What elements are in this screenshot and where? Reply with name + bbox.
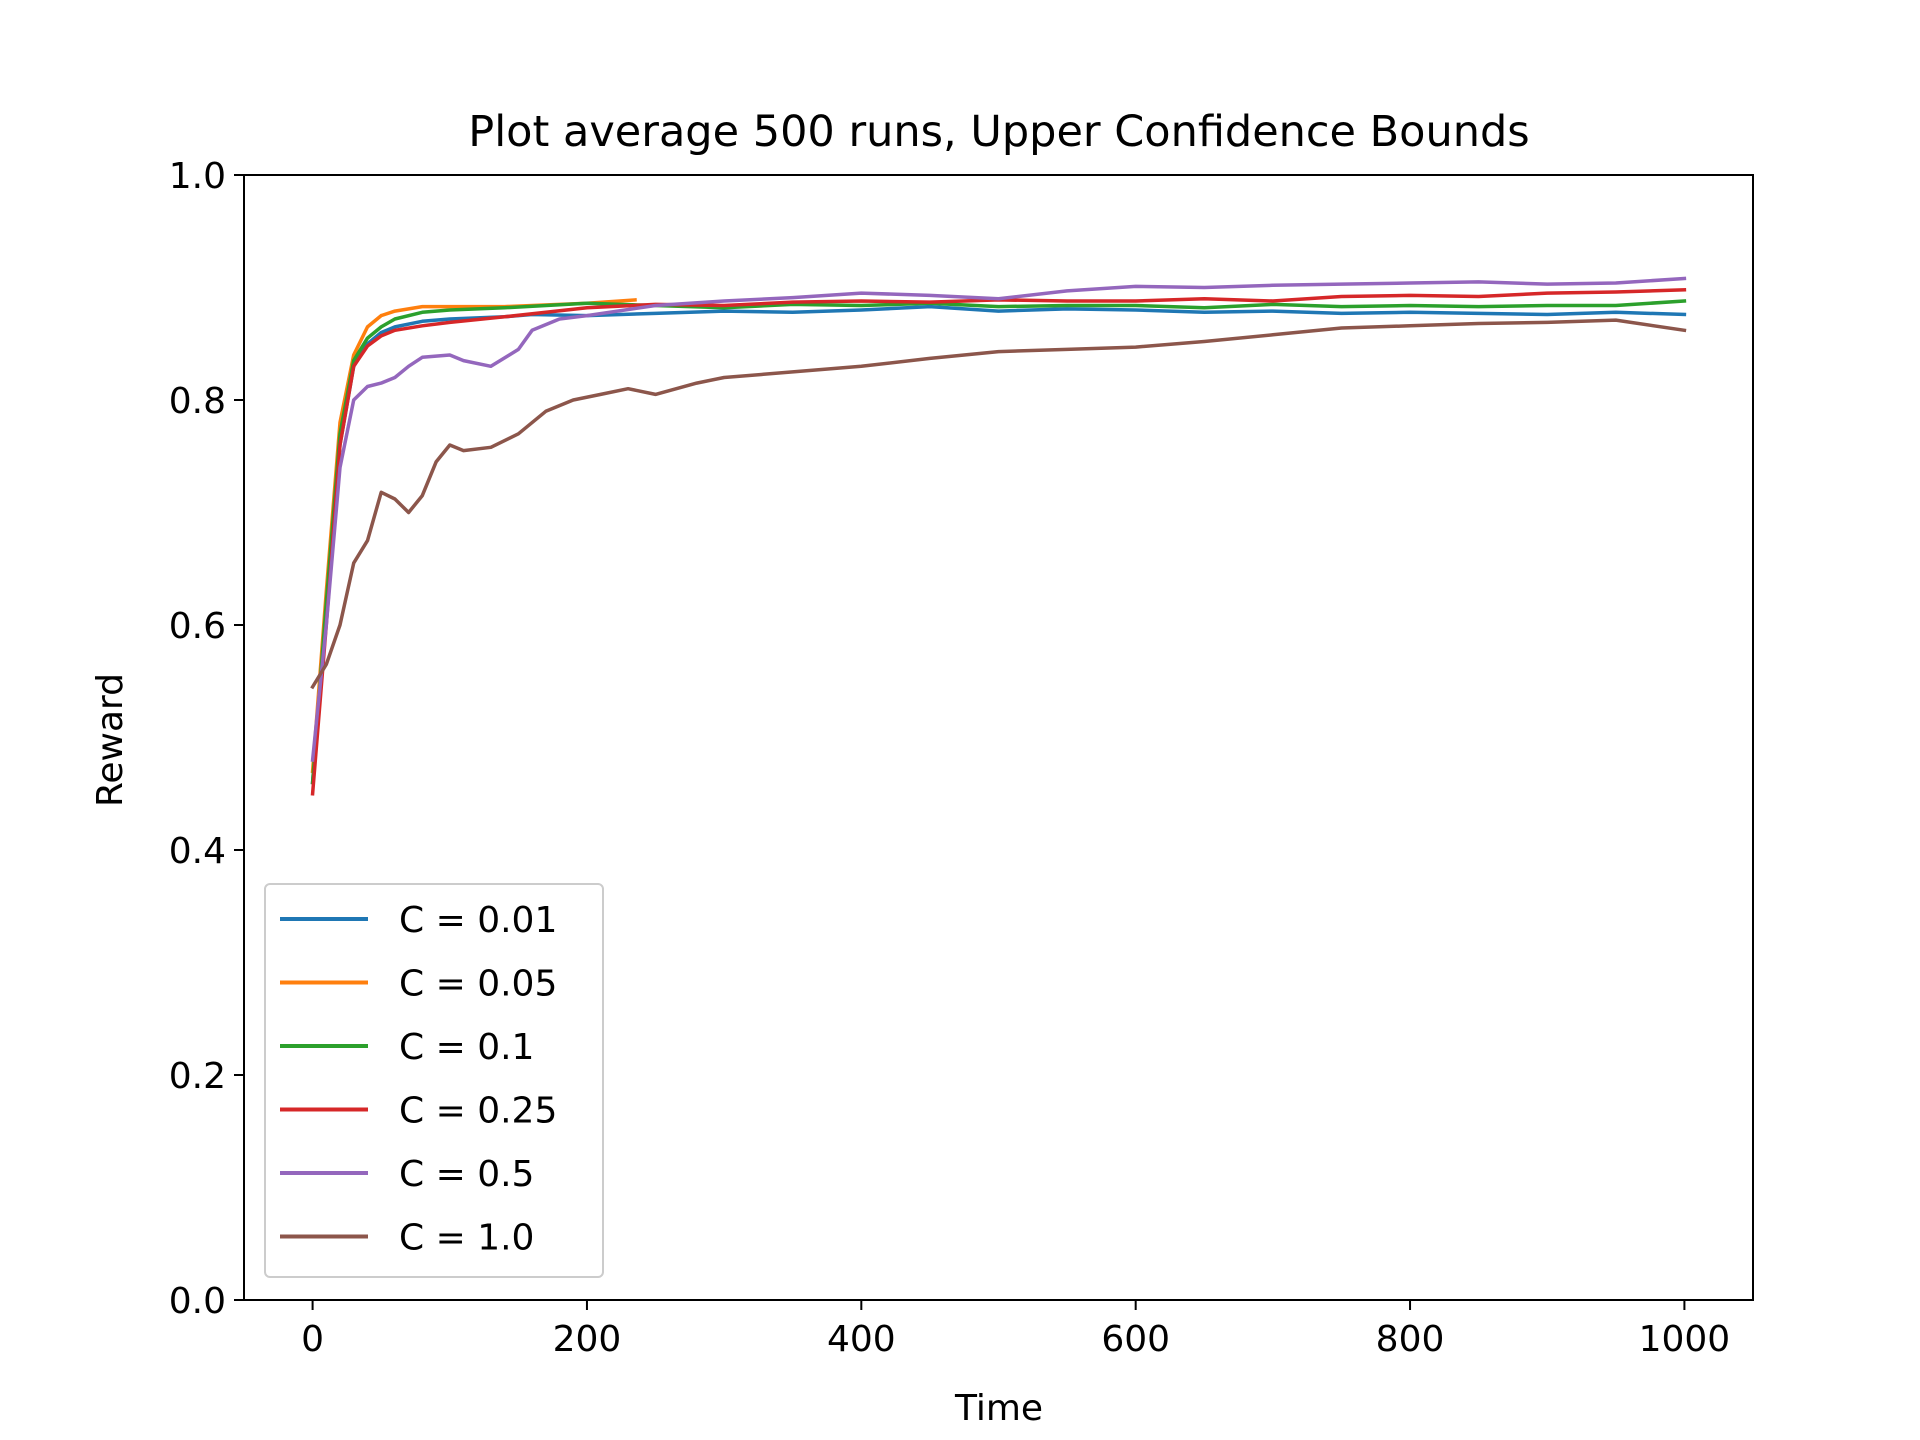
- y-tick-label: 0.0: [169, 1281, 226, 1322]
- legend-label-0: C = 0.01: [399, 900, 557, 941]
- x-tick-label: 200: [553, 1319, 622, 1360]
- series-line-2: [310, 299, 1687, 785]
- plot-lines: [310, 276, 1687, 796]
- y-tick-label: 0.6: [169, 606, 226, 647]
- chart-title: Plot average 500 runs, Upper Confidence …: [468, 107, 1529, 157]
- legend-label-5: C = 1.0: [399, 1218, 534, 1259]
- legend-label-3: C = 0.25: [399, 1091, 557, 1132]
- legend-label-2: C = 0.1: [399, 1027, 534, 1068]
- series-line-5: [310, 318, 1687, 690]
- x-tick-label: 800: [1376, 1319, 1445, 1360]
- y-axis: 0.0 0.2 0.4 0.6 0.8 1.0: [169, 156, 244, 1322]
- legend-label-4: C = 0.5: [399, 1154, 534, 1195]
- x-tick-label: 600: [1101, 1319, 1170, 1360]
- x-axis: 0 200 400 600 800 1000: [301, 1300, 1730, 1360]
- x-tick-label: 0: [301, 1319, 324, 1360]
- y-tick-label: 0.8: [169, 381, 226, 422]
- series-line-0: [310, 304, 1687, 785]
- legend: C = 0.01 C = 0.05 C = 0.1 C = 0.25 C = 0.5 C …: [264, 883, 604, 1278]
- x-axis-label: Time: [954, 1388, 1043, 1429]
- plot-frame: [243, 174, 1754, 1301]
- x-tick-label: 1000: [1639, 1319, 1731, 1360]
- y-tick-label: 0.2: [169, 1056, 226, 1097]
- y-tick-label: 0.4: [169, 831, 226, 872]
- y-axis-label: Reward: [90, 673, 131, 807]
- x-tick-label: 400: [827, 1319, 896, 1360]
- legend-label-1: C = 0.05: [399, 964, 557, 1005]
- legend-items: C = 0.01 C = 0.05 C = 0.1 C = 0.25 C = 0.5 C …: [280, 900, 557, 1259]
- series-line-4: [310, 276, 1687, 762]
- y-tick-label: 1.0: [169, 156, 226, 197]
- series-line-3: [310, 287, 1687, 796]
